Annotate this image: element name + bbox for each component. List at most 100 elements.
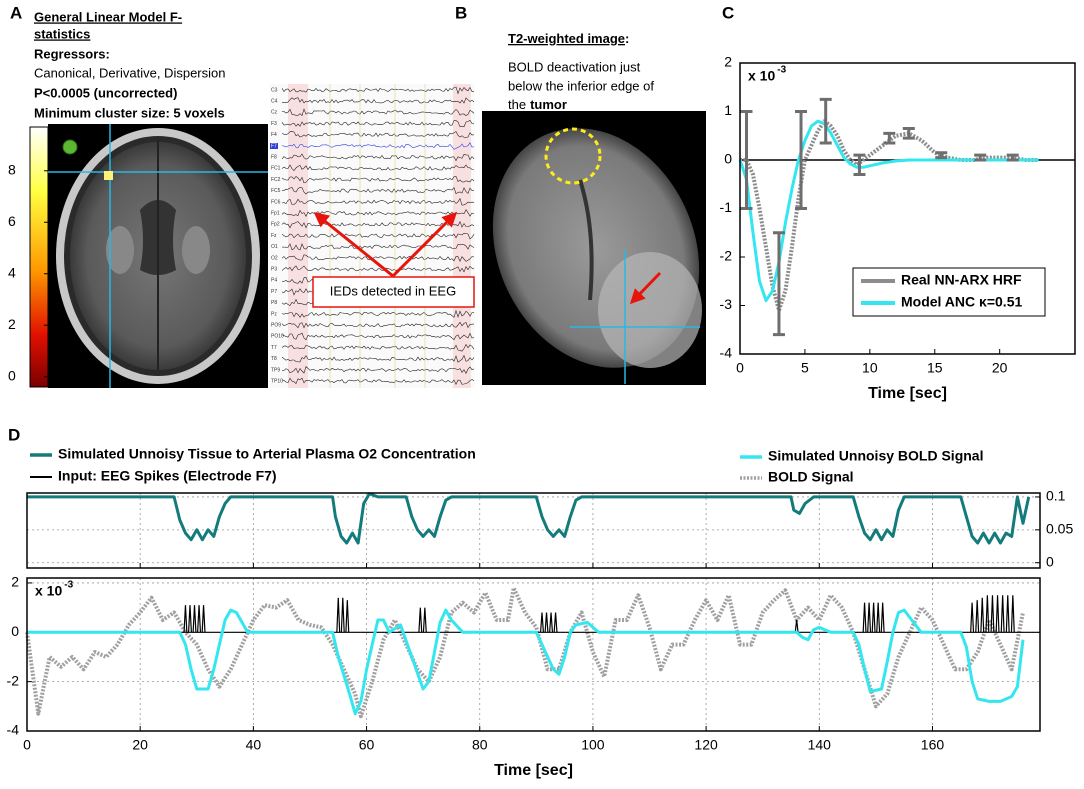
y-tick-label: -4	[720, 345, 733, 361]
x-tick-label: 160	[921, 737, 945, 753]
error-bar	[853, 153, 866, 177]
title-line: General Linear Model F-	[34, 9, 182, 24]
channel-label: T7	[271, 345, 277, 351]
eeg-trace	[281, 108, 475, 117]
eeg-trace	[281, 164, 474, 172]
eeg-trace	[281, 131, 475, 138]
eeg-trace	[281, 354, 475, 363]
error-bar	[819, 97, 832, 145]
spike	[990, 595, 995, 633]
x-tick-label: 40	[246, 737, 262, 753]
error-bar	[1006, 153, 1019, 162]
x-tick-label: 5	[801, 360, 809, 376]
annotation-box	[312, 276, 475, 308]
spike	[187, 605, 192, 633]
image-title-text: T2-weighted image	[508, 31, 625, 46]
legend-label: Simulated Unnoisy Tissue to Arterial Pla…	[58, 446, 476, 462]
channel-label: Fz	[271, 233, 277, 239]
spike	[1010, 595, 1015, 633]
arrow	[629, 271, 662, 305]
legend-label: BOLD Signal	[768, 469, 854, 485]
spike	[418, 607, 423, 633]
error-bar	[772, 231, 785, 337]
x-tick-label: 0	[23, 737, 31, 753]
y-tick-label: 0	[11, 623, 19, 639]
legend-label: Simulated Unnoisy BOLD Signal	[768, 448, 983, 464]
y-tick-label: 0.1	[1046, 488, 1066, 504]
y-tick-label: 2	[11, 574, 19, 590]
exponent-label: x 10	[35, 583, 62, 599]
tumor-region	[598, 252, 702, 368]
legend-label: Input: EEG Spikes (Electrode F7)	[58, 468, 277, 484]
y-tick-label: -4	[7, 722, 20, 738]
eeg-trace	[281, 309, 475, 318]
channel-label: P8	[271, 300, 277, 306]
x-tick-label: 120	[694, 737, 718, 753]
spike	[867, 602, 872, 633]
basal-ganglia	[182, 226, 210, 274]
spike	[975, 600, 980, 633]
spike	[880, 602, 885, 633]
y-tick-label: -2	[720, 248, 733, 264]
x-tick-label: 20	[132, 737, 148, 753]
plot-frame	[739, 62, 1076, 355]
exponent-label: x 10	[748, 68, 775, 84]
x-tick-label: 15	[927, 360, 943, 376]
threshold: P<0.0005 (uncorrected)	[34, 85, 177, 100]
spike	[862, 602, 867, 633]
channel-label: P3	[271, 267, 277, 273]
regressors-heading: Regressors:	[34, 46, 110, 61]
marker-ball	[62, 139, 78, 155]
ied-highlight	[453, 84, 471, 388]
spike	[192, 605, 197, 633]
title-line: statistics	[34, 26, 90, 41]
channel-label: TP9	[271, 367, 280, 373]
channel-label: FC6	[271, 199, 281, 205]
x-tick-label: 100	[581, 737, 605, 753]
channel-label: FC5	[271, 188, 281, 194]
colorbar-tick-label: 6	[8, 213, 16, 229]
channel-label: F7	[271, 143, 277, 149]
channel-label: FC2	[271, 177, 281, 183]
series-line	[738, 119, 1039, 303]
y-tick-label: 2	[724, 54, 732, 70]
eeg-trace	[281, 343, 475, 352]
spike	[995, 595, 1000, 633]
spike	[539, 612, 544, 633]
channel-label: PO10	[271, 334, 284, 340]
eeg-trace	[281, 254, 475, 263]
spike	[340, 597, 345, 633]
eeg-trace	[282, 186, 475, 195]
error-bar	[883, 131, 896, 145]
channel-label: O2	[271, 255, 278, 261]
x-tick-label: 10	[862, 360, 878, 376]
channel-label: Cz	[271, 110, 278, 116]
eeg-trace	[281, 142, 475, 150]
series-line	[27, 608, 1025, 716]
x-tick-label: 20	[992, 360, 1008, 376]
spike	[876, 602, 881, 633]
y-tick-label: -2	[7, 672, 20, 688]
error-bar	[935, 151, 948, 160]
channel-label: O1	[271, 244, 278, 250]
spike	[1000, 595, 1005, 633]
basal-ganglia	[106, 226, 134, 274]
eeg-trace	[281, 232, 475, 240]
channel-label: Fp1	[271, 211, 280, 217]
eeg-traces: C3 C4 Cz F3 F4 F7 F8 FC1 FC2 FC5 FC6 Fp1 Fp2 Fz O1 O2 P3…	[270, 84, 475, 388]
spike	[1005, 595, 1010, 633]
channel-label: TP10	[271, 379, 283, 385]
arrow	[391, 211, 458, 278]
x-tick-label: 140	[808, 737, 832, 753]
eeg-trace	[281, 365, 475, 374]
spike	[549, 612, 554, 633]
eeg-trace	[281, 321, 475, 329]
x-axis-label: Time [sec]	[494, 762, 573, 779]
x-tick-label: 60	[359, 737, 375, 753]
eeg-trace	[281, 97, 475, 104]
y-tick-label: 0	[724, 151, 732, 167]
channel-label: T8	[271, 356, 277, 362]
spike	[422, 607, 427, 633]
y-tick-label: 1	[724, 102, 732, 118]
